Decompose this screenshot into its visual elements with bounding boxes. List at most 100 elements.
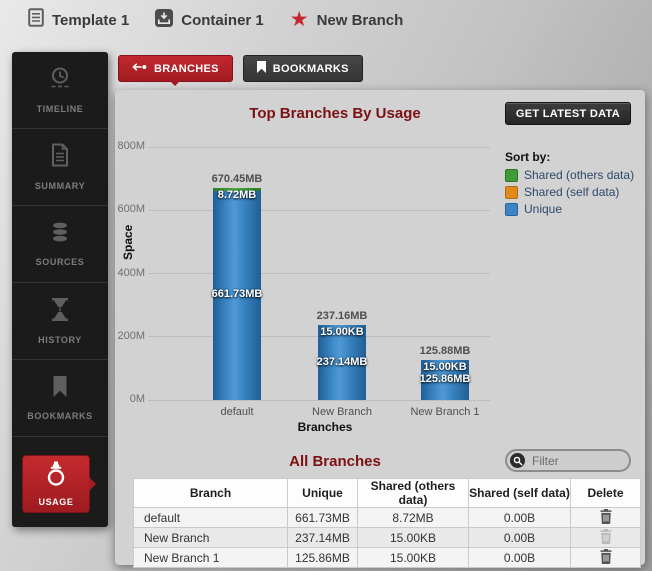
legend-item-shared-others-data-[interactable]: Shared (others data) — [505, 168, 634, 182]
tab-bookmarks-label: BOOKMARKS — [272, 62, 349, 75]
usage-scale-icon — [45, 461, 67, 492]
gridline — [148, 209, 490, 211]
legend-title: Sort by: — [505, 150, 551, 164]
bar-unique-label: 237.14MB — [316, 355, 368, 368]
tab-bookmarks[interactable]: BOOKMARKS — [242, 55, 363, 82]
cell-shared-self: 0.00B — [468, 507, 571, 528]
tab-branches-label: BRANCHES — [154, 62, 219, 75]
bookmark-icon — [52, 375, 68, 402]
clock-icon — [48, 66, 72, 95]
y-tick-label: 400M — [117, 266, 145, 279]
legend-label: Shared (self data) — [524, 185, 620, 199]
bar-segment-unique — [421, 360, 469, 400]
trash-icon[interactable] — [600, 508, 612, 524]
template-icon — [28, 8, 44, 32]
table-row: New Branch 1 125.86MB 15.00KB 0.00B — [133, 547, 641, 568]
sidebar-item-sources[interactable]: SOURCES — [12, 206, 108, 283]
branches-table-header: Branch Unique Shared (others data) Shared (… — [133, 478, 641, 508]
legend-swatch — [505, 185, 518, 199]
cell-unique: 125.86MB — [287, 547, 358, 568]
cell-shared-others: 15.00KB — [357, 547, 469, 568]
bar-total-label: 237.16MB — [316, 309, 368, 322]
cell-shared-others: 15.00KB — [357, 527, 469, 548]
breadcrumb-branch-label: New Branch — [316, 11, 404, 29]
main-panel: Top Branches By Usage GET LATEST DATA Sp… — [115, 90, 645, 568]
all-branches-title: All Branches — [289, 453, 381, 470]
breadcrumb: Template 1 Container 1 ★ New Branch — [28, 0, 403, 40]
sidebar-item-timeline[interactable]: TIMELINE — [12, 52, 108, 129]
column-header: Shared (self data) — [468, 478, 571, 508]
bar-total-label: 125.88MB — [419, 345, 471, 358]
y-tick-label: 0M — [129, 393, 145, 405]
sidebar-item-history[interactable]: HISTORY — [12, 283, 108, 360]
y-tick-label: 600M — [117, 203, 145, 216]
breadcrumb-template-label: Template 1 — [52, 11, 130, 29]
x-tick-label: New Branch — [312, 406, 372, 418]
y-tick-label: 800M — [117, 140, 145, 152]
breadcrumb-branch[interactable]: ★ New Branch — [290, 9, 404, 30]
column-header: Shared (others data) — [357, 478, 469, 508]
sidebar-item-label: USAGE — [38, 497, 74, 507]
bar-segment-shared-others — [213, 187, 261, 191]
bookmark-icon — [256, 61, 266, 76]
cell-delete — [570, 547, 641, 568]
database-icon — [49, 222, 71, 248]
document-icon — [49, 143, 71, 172]
cell-delete — [570, 507, 641, 528]
cell-shared-others: 8.72MB — [357, 507, 469, 528]
legend-item-unique[interactable]: Unique — [505, 202, 634, 216]
legend-swatch — [505, 168, 518, 182]
bar-new-branch[interactable] — [318, 325, 366, 400]
sidebar-item-label: TIMELINE — [36, 104, 84, 114]
sidebar-item-summary[interactable]: SUMMARY — [12, 129, 108, 206]
x-tick-label: New Branch 1 — [410, 406, 480, 418]
y-tick-label: 200M — [117, 329, 145, 342]
sidebar-item-label: BOOKMARKS — [27, 410, 93, 421]
sidebar-item-label: SOURCES — [35, 256, 85, 267]
search-icon — [510, 453, 525, 468]
container-icon — [155, 8, 174, 32]
x-axis-title: Branches — [297, 420, 353, 434]
breadcrumb-container-label: Container 1 — [181, 11, 264, 29]
cell-branch: New Branch — [133, 527, 288, 548]
gridline — [148, 273, 490, 274]
bar-default[interactable] — [213, 187, 261, 400]
y-axis-title: Space — [121, 224, 135, 260]
bar-segment-unique — [318, 325, 366, 400]
cell-shared-self: 0.00B — [468, 527, 571, 548]
bar-unique-label: 125.86MB — [419, 373, 471, 386]
bar-unique-label: 661.73MB — [211, 288, 263, 301]
hourglass-icon — [50, 297, 70, 326]
gridline — [148, 399, 490, 401]
tab-branches[interactable]: BRANCHES — [118, 55, 233, 86]
sidebar-item-label: SUMMARY — [34, 181, 86, 191]
bar-shared-label: 15.00KB — [320, 325, 364, 338]
sidebar-item-bookmarks[interactable]: BOOKMARKS — [12, 360, 108, 437]
trash-icon[interactable] — [600, 548, 612, 564]
legend-item-shared-self-data-[interactable]: Shared (self data) — [505, 185, 634, 199]
cell-branch: default — [133, 507, 288, 528]
trash-icon — [600, 528, 612, 544]
legend-label: Unique — [524, 202, 563, 216]
filter-input[interactable] — [525, 453, 623, 468]
branches-table-body: default 661.73MB 8.72MB 0.00B New Branch 237.… — [133, 507, 641, 568]
bar-new-branch-1[interactable] — [421, 360, 469, 400]
cell-branch: New Branch 1 — [133, 547, 288, 568]
legend-items: Shared (others data) Shared (self data) Un… — [505, 168, 634, 216]
cell-unique: 237.14MB — [287, 527, 358, 548]
bar-shared-label: 8.72MB — [217, 188, 257, 201]
sidebar: TIMELINE SUMMARY SOURCES HISTORY BOOKMAR… — [12, 52, 108, 527]
chart-title: Top Branches By Usage — [249, 105, 421, 122]
breadcrumb-template[interactable]: Template 1 — [28, 8, 129, 32]
get-latest-data-button[interactable]: GET LATEST DATA — [504, 102, 631, 125]
cell-unique: 661.73MB — [287, 507, 358, 528]
plot-area: 0M 200M 400M 600M 800M 670.45MB 8.72MB 661.73MB… — [117, 140, 490, 418]
sidebar-item-usage[interactable]: USAGE — [22, 455, 96, 513]
table-row: default 661.73MB 8.72MB 0.00B — [133, 507, 641, 528]
breadcrumb-container[interactable]: Container 1 — [155, 8, 264, 32]
bar-shared-label: 15.00KB — [423, 361, 467, 374]
legend-label: Shared (others data) — [524, 168, 635, 182]
tab-bar: BRANCHES BOOKMARKS — [118, 55, 363, 86]
column-header: Unique — [287, 478, 358, 508]
cell-shared-self: 0.00B — [468, 547, 571, 568]
